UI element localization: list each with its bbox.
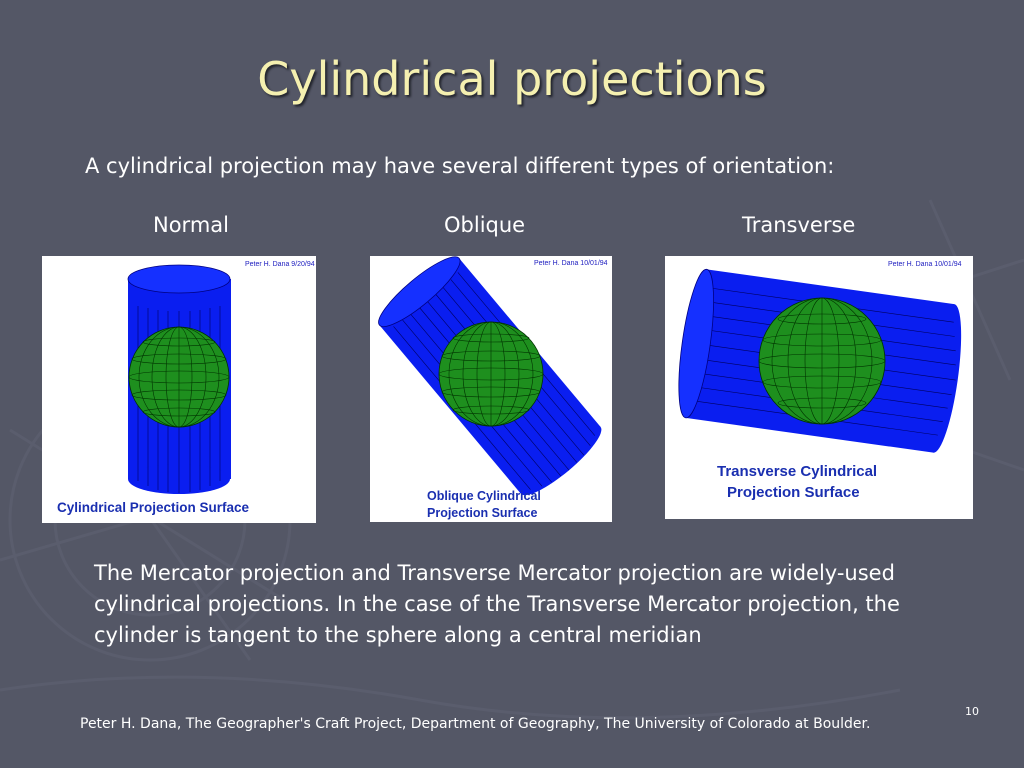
figure-normal-credit: Peter H. Dana 9/20/94 [245, 261, 315, 268]
figure-oblique-credit: Peter H. Dana 10/01/94 [534, 260, 608, 267]
label-normal: Normal [153, 213, 229, 237]
figure-oblique-caption-line2: Projection Surface [427, 506, 537, 520]
figure-normal: Peter H. Dana 9/20/94 [42, 256, 316, 523]
slide-title: Cylindrical projections [257, 52, 767, 106]
normal-cylinder-illustration: Peter H. Dana 9/20/94 [57, 261, 315, 515]
figure-normal-caption: Cylindrical Projection Surface [57, 500, 250, 515]
footer-citation: Peter H. Dana, The Geographer's Craft Pr… [80, 716, 871, 732]
slide-number: 10 [965, 705, 979, 718]
transverse-globe [758, 297, 886, 425]
figure-oblique: Peter H. Dana 10/01/94 [370, 256, 612, 522]
label-oblique: Oblique [444, 213, 526, 237]
intro-text: A cylindrical projection may have severa… [85, 154, 835, 178]
figure-transverse-credit: Peter H. Dana 10/01/94 [888, 261, 962, 268]
oblique-globe [438, 321, 544, 427]
figure-transverse-caption-line2: Projection Surface [727, 484, 860, 501]
label-transverse: Transverse [742, 213, 856, 237]
figure-transverse: Peter H. Dana 10/01/94 [665, 256, 973, 519]
body-text: The Mercator projection and Transverse M… [94, 561, 900, 647]
oblique-cylinder-illustration: Peter H. Dana 10/01/94 [378, 256, 608, 520]
normal-globe [128, 326, 230, 428]
figure-transverse-caption-line1: Transverse Cylindrical [717, 463, 877, 480]
transverse-cylinder-illustration: Peter H. Dana 10/01/94 [678, 261, 962, 501]
figure-oblique-caption-line1: Oblique Cylindrical [427, 489, 541, 503]
